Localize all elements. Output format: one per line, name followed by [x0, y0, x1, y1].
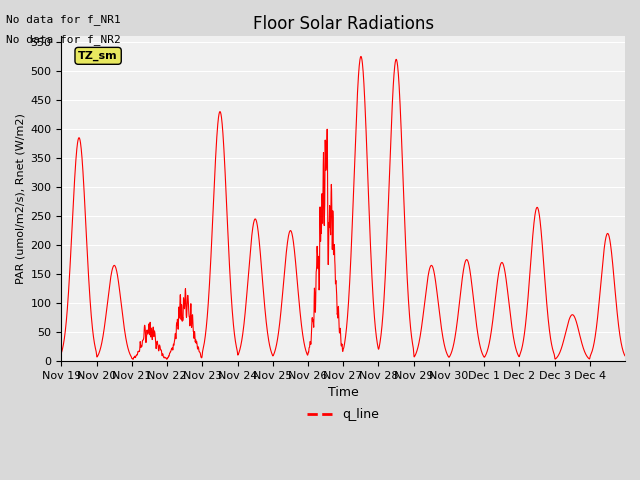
Y-axis label: PAR (umol/m2/s), Rnet (W/m2): PAR (umol/m2/s), Rnet (W/m2) [15, 113, 25, 284]
Text: TZ_sm: TZ_sm [78, 51, 118, 61]
Title: Floor Solar Radiations: Floor Solar Radiations [253, 15, 434, 33]
Text: No data for f_NR2: No data for f_NR2 [6, 34, 121, 45]
Text: No data for f_NR1: No data for f_NR1 [6, 14, 121, 25]
Legend: q_line: q_line [302, 403, 384, 426]
X-axis label: Time: Time [328, 386, 358, 399]
